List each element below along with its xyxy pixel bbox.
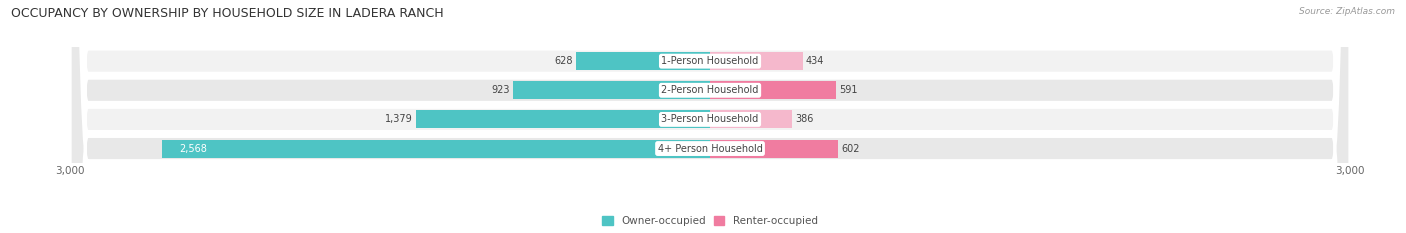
Text: 1-Person Household: 1-Person Household [661, 56, 759, 66]
Text: 923: 923 [492, 85, 510, 95]
FancyBboxPatch shape [70, 0, 1350, 233]
Bar [710, 52, 803, 70]
Text: 386: 386 [796, 114, 814, 124]
Text: 2-Person Household: 2-Person Household [661, 85, 759, 95]
FancyBboxPatch shape [70, 0, 1350, 233]
Text: 628: 628 [554, 56, 572, 66]
Bar [710, 81, 837, 99]
Text: 3-Person Household: 3-Person Household [661, 114, 759, 124]
Bar [710, 140, 838, 158]
Bar [576, 52, 710, 70]
Text: 602: 602 [842, 144, 860, 154]
Bar [163, 140, 710, 158]
FancyBboxPatch shape [70, 0, 1350, 233]
Text: OCCUPANCY BY OWNERSHIP BY HOUSEHOLD SIZE IN LADERA RANCH: OCCUPANCY BY OWNERSHIP BY HOUSEHOLD SIZE… [11, 7, 444, 20]
Text: 591: 591 [839, 85, 858, 95]
Text: 2,568: 2,568 [180, 144, 207, 154]
Text: 1,379: 1,379 [385, 114, 413, 124]
Text: 4+ Person Household: 4+ Person Household [658, 144, 762, 154]
FancyBboxPatch shape [70, 0, 1350, 233]
Bar [416, 110, 710, 128]
Text: Source: ZipAtlas.com: Source: ZipAtlas.com [1299, 7, 1395, 16]
Legend: Owner-occupied, Renter-occupied: Owner-occupied, Renter-occupied [598, 212, 823, 230]
Text: 434: 434 [806, 56, 824, 66]
Bar [513, 81, 710, 99]
Bar [710, 110, 793, 128]
